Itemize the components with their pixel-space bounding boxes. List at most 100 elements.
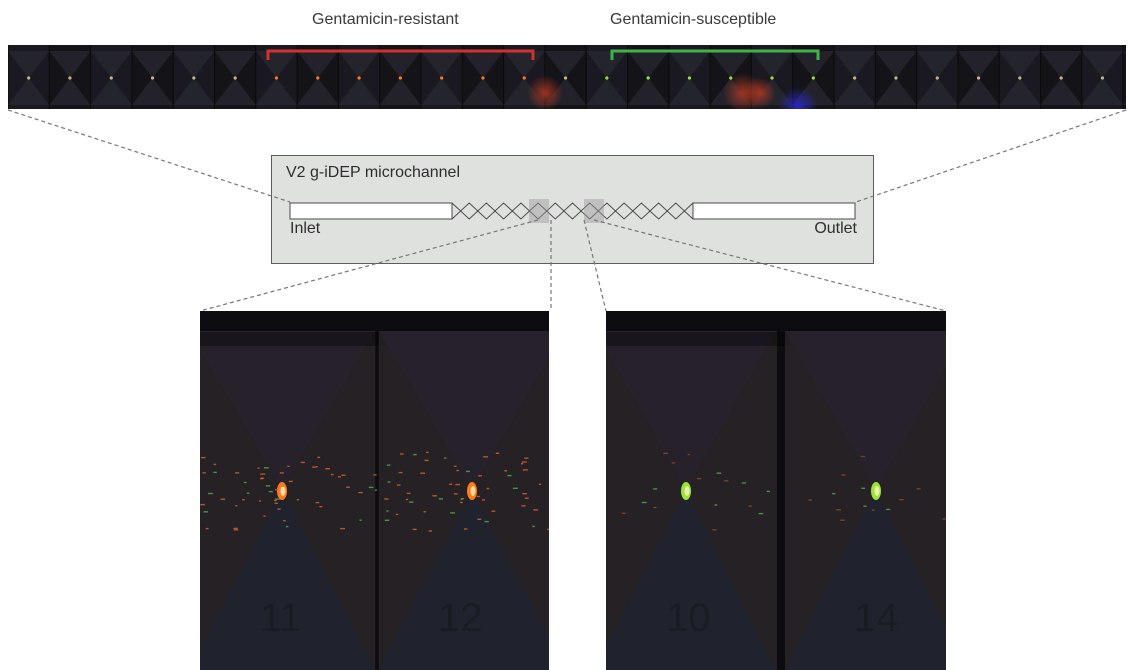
scattered-cell — [358, 491, 363, 494]
scattered-cell — [484, 520, 489, 523]
strip-tile-bowtie — [957, 51, 1000, 78]
scattered-cell — [359, 519, 362, 521]
cluster-core — [470, 486, 476, 496]
scattered-cell — [263, 467, 269, 469]
scattered-cell — [387, 481, 391, 483]
highlight-region-resistant — [529, 199, 549, 223]
strip-tile-bowtie — [379, 51, 421, 78]
scattered-cell — [438, 498, 443, 500]
scattered-cell — [235, 505, 238, 507]
scattered-cell — [916, 488, 921, 490]
scattered-cell — [483, 456, 488, 458]
post-shadow-top — [606, 331, 777, 491]
scattered-cell — [450, 512, 455, 514]
strip-tile-bowtie — [90, 78, 132, 105]
susceptible-bracket — [610, 49, 820, 60]
scattered-cell — [455, 483, 460, 486]
dashed-guide-line — [583, 219, 607, 312]
scattered-cell — [398, 471, 403, 474]
trapped-cell-dot — [274, 76, 279, 80]
strip-tile-bowtie — [297, 78, 339, 105]
scattered-cell — [641, 501, 647, 504]
scattered-cell — [287, 465, 290, 467]
strip-tile-bowtie — [544, 51, 587, 78]
microchannel-schematic-box: V2 g-iDEP microchannel Inlet Outlet — [271, 155, 874, 264]
cluster-core — [280, 486, 286, 496]
trapped-cell-dots — [27, 76, 1105, 80]
scattered-cell — [944, 517, 946, 520]
strip-tile-bowtie — [751, 51, 793, 78]
scattered-cell — [832, 493, 836, 495]
scattered-cell — [259, 500, 262, 502]
dashed-guide-line — [7, 109, 291, 203]
scattered-cell — [521, 461, 527, 463]
strip-tile-bowtie — [173, 51, 215, 78]
constriction-zigzag-top — [451, 202, 694, 212]
scattered-cell — [454, 465, 457, 467]
scattered-cell — [696, 477, 702, 480]
trapped-cell-dot — [605, 76, 609, 80]
scattered-cell — [285, 525, 289, 528]
scattered-cell — [533, 509, 538, 511]
strip-tile-bowtie — [1123, 101, 1126, 105]
scattered-cell — [522, 469, 528, 471]
scattered-cell — [521, 463, 524, 465]
scattered-cell — [200, 503, 205, 506]
trapped-cell-dot — [192, 76, 196, 80]
strip-tile-bowtie — [90, 51, 132, 78]
scattered-cell — [456, 469, 459, 472]
dashed-guide-line — [199, 219, 539, 312]
trapped-cell-dot — [976, 76, 981, 80]
scattered-cell — [406, 492, 411, 494]
stitched-micrograph-strip — [8, 45, 1126, 109]
post-shadow-bottom — [378, 491, 549, 670]
strip-tile-bowtie — [1040, 78, 1082, 105]
scattered-cell — [233, 527, 238, 530]
trapped-cell-dot — [522, 76, 526, 80]
scattered-cell — [453, 493, 458, 495]
scattered-cell — [368, 486, 374, 489]
scattered-cell — [461, 498, 464, 500]
post-shadow-bottom — [606, 491, 777, 670]
faint-marker-text: 12 — [438, 596, 483, 640]
scattered-cell — [242, 499, 245, 501]
scattered-cell — [263, 515, 266, 517]
susceptible-zoom-panel: 10 14 — [606, 311, 946, 670]
trapped-cell-dot — [811, 76, 815, 80]
scattered-cell — [315, 501, 320, 504]
strip-tile-bowtie — [834, 78, 876, 105]
scattered-cell — [346, 486, 350, 488]
scattered-cell — [220, 498, 226, 500]
scattered-cell — [522, 493, 527, 495]
strip-tile-bowtie — [503, 51, 545, 78]
scattered-cell — [274, 502, 278, 504]
scattered-cell — [808, 499, 813, 501]
strip-tile-bowtie — [49, 51, 91, 78]
scattered-cell — [486, 487, 490, 490]
scattered-cell — [716, 472, 722, 474]
trapped-cell-dot — [357, 76, 361, 80]
scattered-cell — [860, 455, 865, 458]
scattered-cell — [395, 513, 399, 516]
scattered-cell — [942, 518, 946, 520]
highlight-region-susceptible — [584, 199, 604, 223]
scattered-cell — [491, 510, 496, 512]
scattered-cell — [201, 456, 206, 459]
resistant-zoom-panel: 11 12 — [200, 311, 549, 670]
outlet-label: Outlet — [814, 220, 857, 237]
trapped-cell-dot — [563, 76, 568, 80]
scattered-cell — [268, 490, 273, 493]
scattered-cell — [213, 463, 217, 466]
channel-wall-right — [472, 358, 549, 639]
scattered-cell — [213, 471, 217, 474]
scattered-cell — [257, 467, 260, 469]
trapped-cell-dot — [316, 76, 320, 80]
post-shadow-top — [378, 331, 549, 491]
scattered-cell — [235, 472, 240, 474]
trapped-cell-dot — [398, 76, 402, 80]
trapped-cell-dot — [646, 76, 650, 80]
right-panel-graphics — [606, 311, 946, 670]
strip-tile-bowtie — [875, 51, 917, 78]
trapped-cell-dot — [27, 76, 31, 80]
